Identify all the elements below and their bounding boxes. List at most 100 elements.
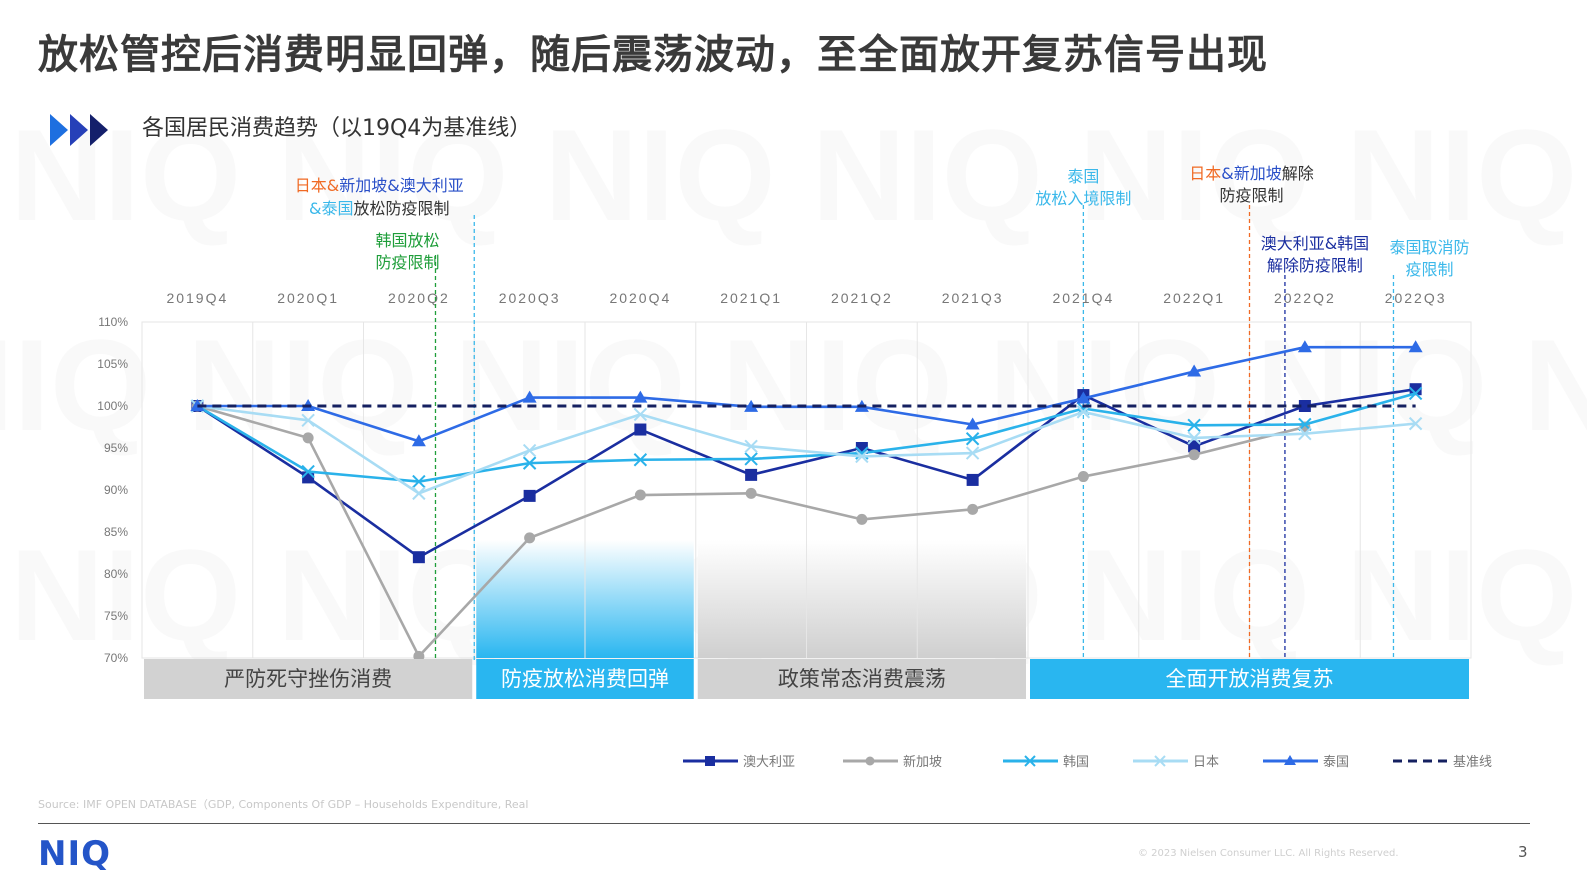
event-annotation: 放松入境限制 [1035,189,1131,208]
x-tick-label: 2019Q4 [166,290,228,306]
x-tick-label: 2022Q3 [1385,290,1447,306]
legend-label: 基准线 [1453,755,1492,770]
page-title: 放松管控后消费明显回弹，随后震荡波动，至全面放开复苏信号出现 [38,32,1268,78]
x-tick-label: 2020Q4 [609,290,671,306]
x-tick-label: 2020Q1 [277,290,339,306]
footer-divider [38,823,1530,824]
data-point-泰国 [633,390,648,403]
series-line-泰国 [197,345,1416,443]
source-note: Source: IMF OPEN DATABASE（GDP, Component… [38,798,529,811]
data-point-新加坡 [1077,471,1089,483]
data-point-澳大利亚 [1298,400,1311,412]
data-point-新加坡 [524,532,536,544]
data-point-新加坡 [856,513,868,525]
series-line-日本 [197,404,1416,495]
legend-marker [1154,755,1166,767]
data-point-新加坡 [302,432,314,444]
legend-label: 日本 [1193,755,1219,770]
event-annotation: 日本&新加坡&澳大利亚 [295,176,464,195]
legend-label: 新加坡 [903,754,942,770]
event-annotation: 日本&新加坡解除 [1189,164,1314,183]
phase-label: 防疫放松消费回弹 [501,667,669,691]
copyright-note: © 2023 Nielsen Consumer LLC. All Rights … [1138,848,1399,859]
phase-band [1030,659,1469,699]
chart-subtitle: 各国居民消费趋势（以19Q4为基准线） [142,116,532,141]
data-point-日本 [301,413,315,427]
y-tick-label: 105% [97,357,128,371]
y-tick-label: 100% [97,399,128,413]
data-point-日本 [522,443,537,458]
arrow-icon [50,114,110,146]
data-point-韩国 [522,456,537,470]
data-point-日本 [744,439,758,454]
data-point-泰国 [1187,364,1202,377]
niq-logo: NIQ [38,834,112,874]
data-point-澳大利亚 [634,423,647,436]
x-tick-label: 2020Q3 [499,290,561,306]
data-point-泰国 [1408,340,1423,353]
data-point-泰国 [744,399,759,412]
data-point-日本 [965,446,980,460]
event-annotation: 泰国取消防 [1389,238,1469,257]
y-tick-label: 85% [104,525,128,539]
legend-label: 韩国 [1063,755,1089,770]
phase-label: 严防死守挫伤消费 [224,667,392,691]
data-point-澳大利亚 [1188,440,1201,453]
event-annotation: 韩国放松 [375,231,439,250]
data-point-泰国 [1297,340,1312,353]
x-tick-label: 2021Q3 [942,290,1004,306]
data-point-澳大利亚 [966,473,979,486]
event-annotation: &泰国放松防疫限制 [309,199,450,218]
data-point-韩国 [965,432,980,446]
data-point-新加坡 [1188,449,1200,461]
event-annotation: 澳大利亚&韩国 [1261,234,1369,253]
x-tick-label: 2020Q2 [388,290,450,306]
data-point-日本 [1408,416,1423,431]
legend-marker [865,756,875,766]
y-tick-label: 110% [98,315,128,329]
phase-label: 全面开放消费复苏 [1166,667,1334,691]
x-tick-label: 2022Q2 [1274,290,1336,306]
legend-marker [705,756,715,766]
data-point-澳大利亚 [523,489,536,502]
data-point-新加坡 [745,487,757,499]
data-point-泰国 [965,417,980,430]
x-tick-label: 2021Q1 [720,290,782,306]
legend-marker [1024,755,1036,767]
data-point-澳大利亚 [745,468,758,481]
event-annotation: 防疫限制 [375,253,439,272]
y-tick-label: 90% [104,483,128,497]
phase-band [476,659,694,699]
x-tick-label: 2022Q1 [1163,290,1225,306]
data-point-韩国 [301,464,315,479]
data-point-日本 [1298,427,1312,441]
legend-label: 澳大利亚 [743,754,795,770]
data-point-日本 [855,449,869,464]
data-point-新加坡 [967,503,979,515]
data-point-韩国 [1408,386,1423,401]
data-point-新加坡 [634,489,646,501]
phase-background [697,540,1026,658]
data-point-韩国 [412,474,426,489]
data-point-日本 [412,486,426,501]
data-point-韩国 [1187,418,1201,433]
phase-band [144,659,473,699]
data-point-韩国 [744,452,758,466]
data-point-韩国 [633,453,648,467]
legend-label: 泰国 [1323,755,1349,770]
data-point-泰国 [1076,391,1091,404]
y-tick-label: 75% [104,609,128,623]
data-point-日本 [1187,431,1201,445]
y-tick-label: 70% [104,651,128,665]
y-tick-label: 80% [104,567,128,581]
x-tick-label: 2021Q2 [831,290,893,306]
data-point-日本 [1076,405,1091,419]
data-point-泰国 [522,390,537,403]
event-annotation: 解除防疫限制 [1267,256,1363,275]
legend-marker [1284,755,1296,765]
y-tick-label: 95% [104,441,128,455]
data-point-日本 [633,407,648,422]
phase-label: 政策常态消费震荡 [778,667,946,691]
page-number: 3 [1518,843,1528,861]
data-point-泰国 [411,434,426,447]
